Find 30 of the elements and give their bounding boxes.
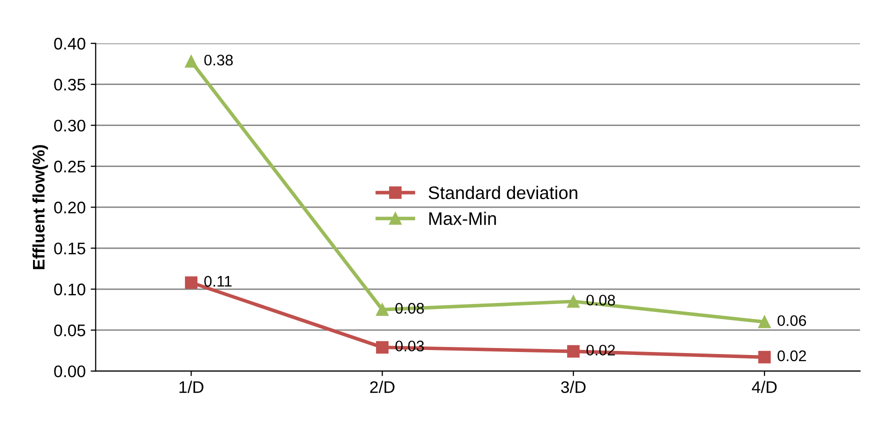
y-tick-label: 0.05 bbox=[54, 324, 86, 336]
point bbox=[567, 345, 580, 358]
data-label: 0.11 bbox=[204, 276, 232, 287]
y-tick-label: 0.15 bbox=[54, 242, 86, 254]
y-tick-label: 0.25 bbox=[54, 160, 86, 172]
data-label: 0.38 bbox=[204, 54, 233, 66]
y-tick-label: 0.30 bbox=[54, 120, 86, 132]
y-tick-label: 0.20 bbox=[54, 202, 86, 214]
data-label: 0.03 bbox=[395, 340, 424, 352]
point bbox=[376, 341, 389, 354]
point bbox=[567, 295, 580, 308]
data-label: 0.02 bbox=[586, 344, 615, 356]
point bbox=[758, 350, 771, 364]
y-tick-label: 0.40 bbox=[54, 38, 86, 50]
y-tick-label: 0.35 bbox=[54, 78, 86, 91]
data-label: 0.06 bbox=[778, 315, 806, 326]
point bbox=[184, 55, 198, 68]
legend-label: Max-Min bbox=[429, 212, 496, 226]
point bbox=[184, 276, 198, 289]
data-label: 0.02 bbox=[778, 350, 806, 362]
point bbox=[376, 303, 389, 316]
legend-label: Standard deviation bbox=[428, 186, 578, 200]
x-tick-label: 1/D bbox=[180, 380, 204, 394]
y-tick-label: 0.10 bbox=[54, 284, 86, 296]
x-tick-label: 4/D bbox=[752, 380, 777, 394]
y-axis-title: Effluent flow(%) bbox=[32, 145, 48, 270]
x-tick-label: 3/D bbox=[561, 380, 586, 394]
point bbox=[758, 316, 771, 328]
y-tick-label: 0.00 bbox=[54, 365, 86, 378]
x-tick-label: 2/D bbox=[370, 380, 394, 394]
